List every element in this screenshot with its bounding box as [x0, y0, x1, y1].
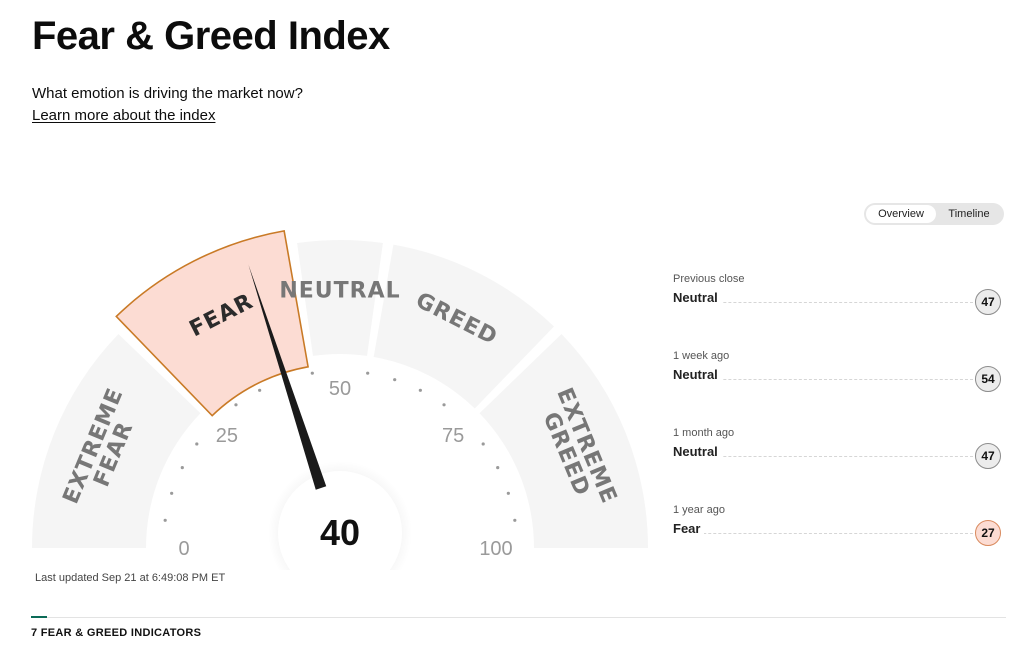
gauge-score: 40 — [320, 512, 360, 553]
gauge-segment-extreme-fear — [32, 334, 201, 548]
gauge-segment-greed — [373, 244, 554, 409]
history-score-badge: 47 — [975, 443, 1001, 469]
history-item-previous-close: Previous close Neutral 47 — [673, 272, 1003, 349]
indicators-section-title: 7 FEAR & GREED INDICATORS — [31, 627, 202, 639]
gauge-tick-dot — [418, 388, 422, 392]
page-subtitle: What emotion is driving the market now? — [32, 85, 303, 102]
learn-more-link[interactable]: Learn more about the index — [32, 107, 216, 124]
section-divider-accent — [31, 616, 47, 618]
gauge-tick-dot — [366, 371, 370, 375]
gauge-tick-label: 50 — [329, 378, 351, 400]
gauge-tick-dot — [481, 442, 485, 446]
gauge-tick-label: 100 — [479, 538, 512, 560]
gauge-center-disc — [278, 471, 402, 570]
view-toggle: Overview Timeline — [864, 203, 1004, 225]
history-rating: Neutral — [673, 444, 722, 459]
gauge-tick-dot — [180, 466, 184, 470]
dotted-leader — [673, 302, 973, 303]
dotted-leader — [673, 533, 973, 534]
gauge-tick-label: 0 — [178, 538, 189, 560]
section-divider — [31, 617, 1006, 618]
gauge-tick-label: 75 — [442, 425, 464, 447]
gauge-segment-neutral — [297, 240, 383, 356]
history-label: 1 month ago — [673, 427, 735, 439]
history-rating: Neutral — [673, 367, 722, 382]
history-score-badge: 27 — [975, 520, 1001, 546]
dotted-leader — [673, 456, 973, 457]
gauge-needle — [248, 264, 327, 490]
dotted-leader — [673, 379, 973, 380]
gauge-tick-dot — [195, 442, 199, 446]
gauge-tick-dot — [163, 518, 167, 522]
history-score-badge: 47 — [975, 289, 1001, 315]
history-list: Previous close Neutral 47 1 week ago Neu… — [673, 272, 1003, 580]
history-score-badge: 54 — [975, 366, 1001, 392]
last-updated-text: Last updated Sep 21 at 6:49:08 PM ET — [35, 572, 226, 584]
gauge-segment-fear — [115, 229, 310, 417]
history-item-1-month: 1 month ago Neutral 47 — [673, 426, 1003, 503]
gauge-tick-dot — [496, 466, 500, 470]
gauge-tick-dot — [170, 491, 174, 495]
history-label: Previous close — [673, 273, 745, 285]
gauge-tick-dot — [442, 403, 446, 407]
gauge-tick-dot — [234, 403, 238, 407]
gauge-segment-extreme-greed — [479, 334, 648, 548]
history-item-1-year: 1 year ago Fear 27 — [673, 503, 1003, 580]
gauge-tick-label: 25 — [216, 425, 238, 447]
history-label: 1 week ago — [673, 350, 730, 362]
gauge-tick-dot — [393, 378, 397, 382]
gauge-tick-dot — [310, 371, 314, 375]
gauge-tick-dot — [513, 518, 517, 522]
history-label: 1 year ago — [673, 504, 725, 516]
overview-tab[interactable]: Overview — [866, 205, 936, 223]
history-rating: Fear — [673, 521, 705, 536]
gauge-tick-dot — [506, 491, 510, 495]
gauge-segment-label: NEUTRAL — [279, 279, 400, 304]
history-rating: Neutral — [673, 290, 722, 305]
page-title: Fear & Greed Index — [32, 14, 390, 58]
gauge-tick-dot — [258, 388, 262, 392]
timeline-tab[interactable]: Timeline — [948, 208, 990, 220]
history-item-1-week: 1 week ago Neutral 54 — [673, 349, 1003, 426]
